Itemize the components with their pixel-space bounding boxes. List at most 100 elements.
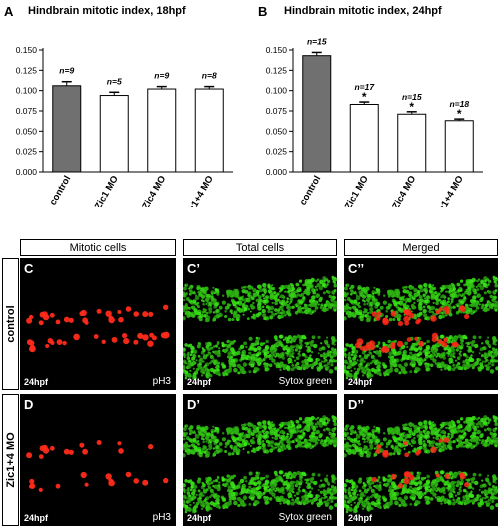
nucleus-dot xyxy=(355,302,359,306)
nucleus-dot xyxy=(329,359,334,363)
nucleus-dot xyxy=(426,295,430,300)
nucleus-dot xyxy=(212,286,215,289)
nucleus-dot xyxy=(285,486,289,490)
nucleus-dot xyxy=(362,447,366,451)
nucleus-dot xyxy=(318,285,324,291)
nucleus-dot xyxy=(208,443,213,448)
nucleus-dot xyxy=(429,497,434,501)
nucleus-dot xyxy=(485,502,490,507)
nucleus-dot xyxy=(209,367,215,373)
nucleus-dot xyxy=(442,443,447,448)
nucleus-dot xyxy=(328,294,332,299)
nucleus-dot xyxy=(369,447,373,451)
nucleus-dot xyxy=(396,448,402,453)
nucleus-dot xyxy=(207,482,211,486)
nucleus-dot xyxy=(242,432,245,434)
nucleus-dot xyxy=(198,310,201,313)
mitotic-cell-dot xyxy=(148,444,154,450)
mitotic-cell-dot xyxy=(390,310,397,317)
nucleus-dot xyxy=(368,482,372,486)
mitotic-cell-dot xyxy=(459,305,465,311)
nucleus-dot xyxy=(495,486,498,489)
nucleus-dot xyxy=(270,350,275,355)
nucleus-dot xyxy=(418,430,423,435)
nucleus-dot xyxy=(423,476,427,480)
mitotic-cell-dot xyxy=(80,471,87,479)
nucleus-dot xyxy=(270,479,276,484)
mitotic-cell-dot xyxy=(403,309,410,316)
nucleus-dot xyxy=(214,302,219,307)
nucleus-dot xyxy=(206,311,209,315)
mitotic-cell-dot xyxy=(42,447,50,454)
nucleus-dot xyxy=(311,295,316,300)
nucleus-dot xyxy=(416,434,421,438)
nucleus-dot xyxy=(307,283,311,287)
nucleus-dot xyxy=(344,316,347,321)
nucleus-dot xyxy=(248,286,252,291)
nucleus-dot xyxy=(298,288,302,292)
nucleus-dot xyxy=(330,499,334,503)
nucleus-dot xyxy=(232,363,237,368)
nucleus-dot xyxy=(459,288,463,292)
nucleus-dot xyxy=(310,480,314,484)
mitotic-cell-dot xyxy=(118,448,124,454)
nucleus-dot xyxy=(207,441,210,444)
nucleus-dot xyxy=(324,502,329,507)
mitotic-cell-dot xyxy=(443,437,450,443)
nucleus-dot xyxy=(487,421,490,424)
nucleus-dot xyxy=(271,424,274,427)
nucleus-dot xyxy=(450,347,456,353)
nucleus-dot xyxy=(479,285,485,291)
nucleus-dot xyxy=(287,425,291,429)
nucleus-dot xyxy=(315,279,318,283)
nucleus-dot xyxy=(344,488,347,492)
nucleus-dot xyxy=(440,502,443,505)
nucleus-dot xyxy=(418,303,421,306)
nucleus-dot xyxy=(454,501,457,504)
nucleus-dot xyxy=(213,318,216,322)
nucleus-dot xyxy=(346,370,350,374)
nucleus-dot xyxy=(491,499,495,503)
stage-label: 24hpf xyxy=(187,513,212,523)
nucleus-dot xyxy=(276,444,281,448)
mitotic-cell-dot xyxy=(142,334,149,341)
mitotic-cell-dot xyxy=(430,315,437,322)
nucleus-dot xyxy=(222,349,225,353)
nucleus-dot xyxy=(284,290,287,293)
nucleus-dot xyxy=(261,440,265,443)
nucleus-dot xyxy=(400,365,405,370)
nucleus-dot xyxy=(461,344,464,347)
mitotic-cell-dot xyxy=(68,317,74,323)
nucleus-dot xyxy=(262,342,266,345)
mitotic-cell-dot xyxy=(117,441,122,446)
nucleus-dot xyxy=(288,302,291,305)
nucleus-dot xyxy=(436,476,441,481)
nucleus-dot xyxy=(460,435,464,440)
nucleus-dot xyxy=(377,487,382,492)
nucleus-dot xyxy=(303,310,307,314)
nucleus-dot xyxy=(432,287,435,291)
nucleus-dot xyxy=(364,314,368,318)
nucleus-dot xyxy=(252,288,257,293)
mitotic-cell-dot xyxy=(376,311,382,317)
nucleus-dot xyxy=(300,480,303,483)
nucleus-dot xyxy=(333,427,337,430)
nucleus-dot xyxy=(474,343,479,349)
nucleus-dot xyxy=(365,498,368,501)
nucleus-dot xyxy=(363,483,367,487)
nucleus-dot xyxy=(275,352,280,357)
nucleus-dot xyxy=(323,494,326,497)
mitotic-cell-dot xyxy=(117,310,122,314)
nucleus-dot xyxy=(389,340,392,343)
nucleus-dot xyxy=(202,303,205,306)
nucleus-dot xyxy=(304,279,310,284)
nucleus-dot xyxy=(460,300,464,305)
y-tick-label: 0.000 xyxy=(266,167,288,177)
nucleus-dot xyxy=(213,350,219,355)
nucleus-dot xyxy=(255,298,260,303)
category-label-0: control xyxy=(298,174,324,207)
nucleus-dot xyxy=(452,426,456,430)
nucleus-dot xyxy=(431,344,437,349)
mitotic-cell-dot xyxy=(438,438,443,443)
nucleus-dot xyxy=(304,303,308,308)
